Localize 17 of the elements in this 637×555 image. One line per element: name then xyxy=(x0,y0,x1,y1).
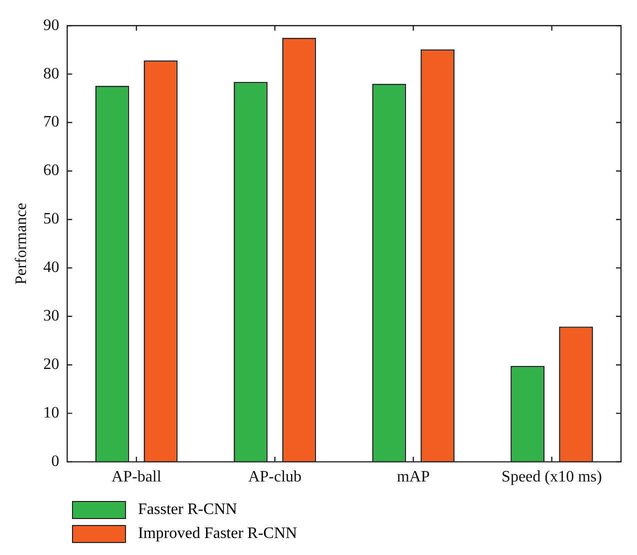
y-tick-label: 20 xyxy=(43,356,60,374)
y-tick-label: 40 xyxy=(43,259,60,276)
y-tick-label: 0 xyxy=(51,453,60,470)
y-tick-label: 80 xyxy=(43,65,60,82)
x-tick-label: mAP xyxy=(396,468,430,486)
y-tick-label: 10 xyxy=(43,404,60,422)
legend-label: Fasster R-CNN xyxy=(138,501,238,519)
y-tick-label: 50 xyxy=(43,210,60,228)
x-tick-label: AP-club xyxy=(248,468,302,486)
y-tick-label: 90 xyxy=(43,16,60,34)
y-tick-label: 30 xyxy=(43,308,60,325)
y-axis-title: Performance xyxy=(12,202,30,285)
x-tick-label: AP-ball xyxy=(112,468,162,486)
y-tick-label: 70 xyxy=(43,114,60,131)
legend-label: Improved Faster R-CNN xyxy=(138,525,298,543)
x-tick-label: Speed (x10 ms) xyxy=(502,468,602,486)
y-tick-label: 60 xyxy=(43,162,60,180)
